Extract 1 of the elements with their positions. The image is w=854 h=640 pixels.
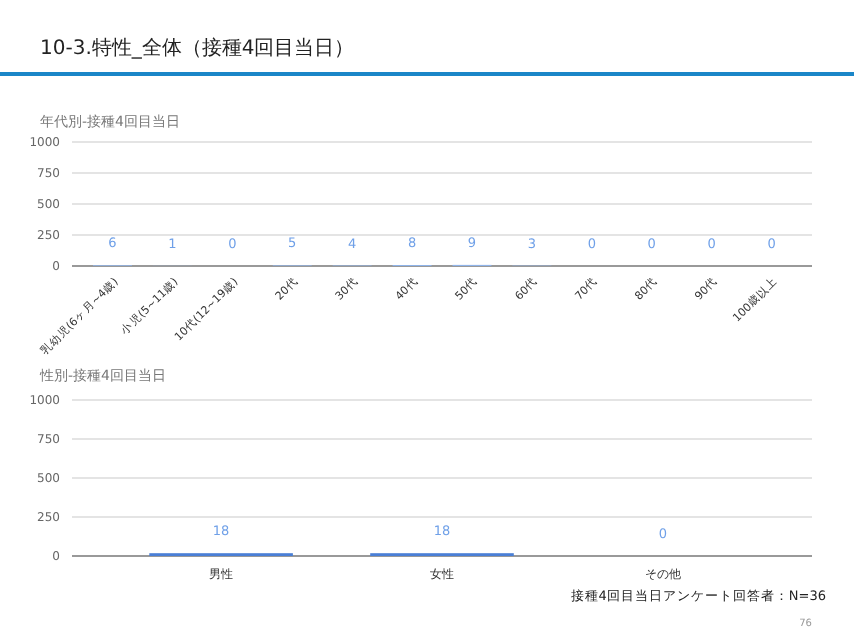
- chart-title: 10-3.特性_全体（接種4回目当日）: [40, 36, 355, 60]
